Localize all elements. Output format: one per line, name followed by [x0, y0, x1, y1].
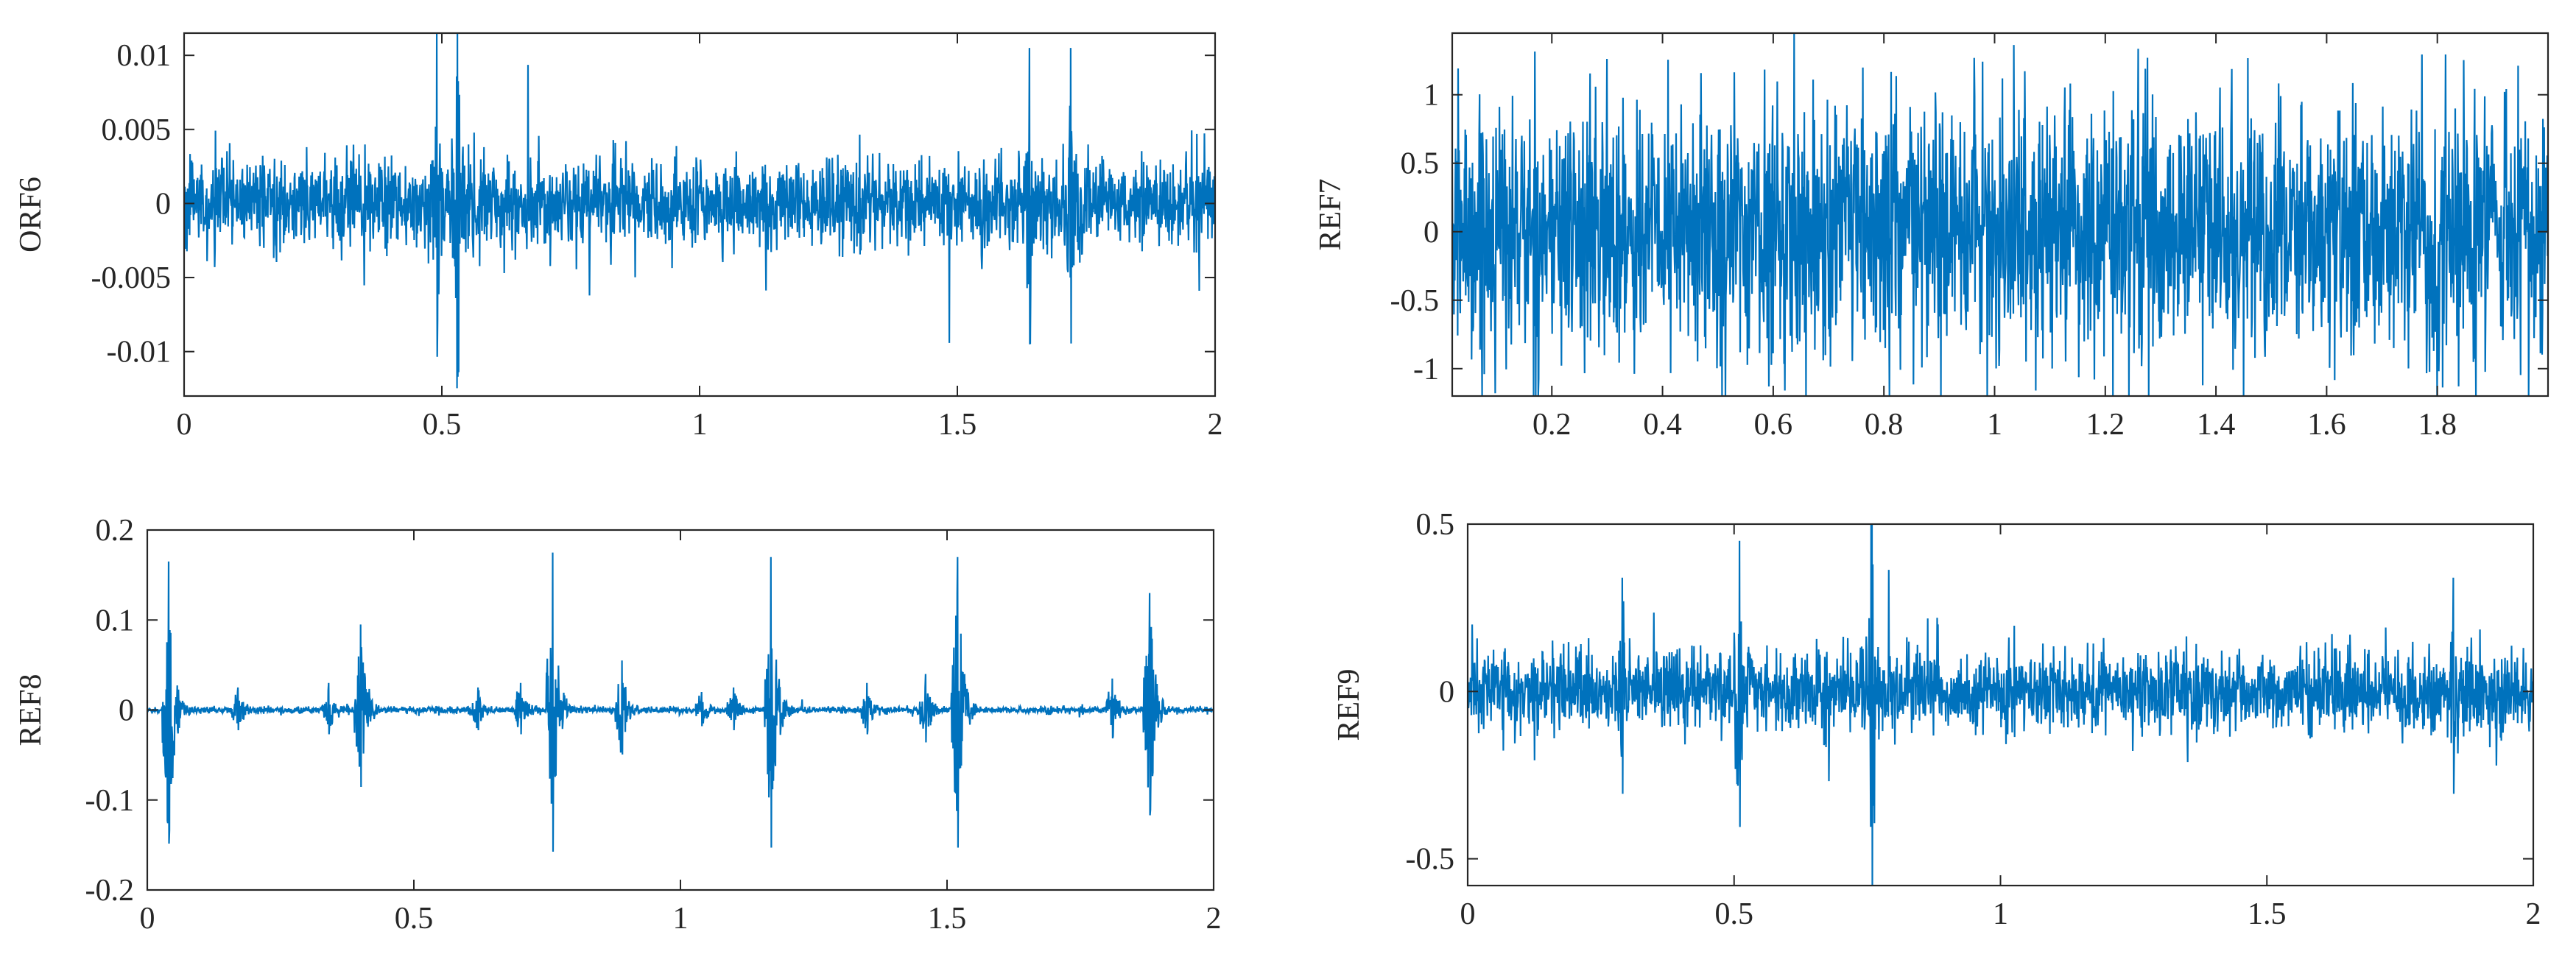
y-tick-label: -0.01 [107, 336, 172, 370]
x-tick-label: 1.5 [928, 902, 967, 936]
subplot-top-left: 0 0.5 1 1.5 2 -0.01 -0.005 0 0.005 0.01 ORF6 [14, 32, 1223, 442]
series-line-REF8 [147, 552, 1214, 852]
y-tick-label: -1 [1413, 353, 1439, 386]
y-tick-label: -0.5 [1406, 843, 1455, 877]
x-tick-label: 0.5 [423, 408, 462, 442]
y-tick-label: 0.2 [96, 514, 135, 548]
x-tick-label: 0 [1460, 897, 1476, 931]
axes-box [1451, 32, 2549, 398]
y-tick-label: 0.01 [117, 39, 172, 73]
x-tick-label: 0 [140, 902, 155, 936]
x-tick-label: 1 [1993, 897, 2008, 931]
x-tick-label: 1.2 [2086, 408, 2125, 442]
x-tick-label: 0.5 [1715, 897, 1754, 931]
x-tick-label: 2 [1206, 902, 1222, 936]
y-tick-label: 0 [155, 187, 171, 221]
x-tick-label: 0.5 [395, 902, 434, 936]
y-tick-label: 0 [119, 694, 134, 728]
subplot-bottom-left: 0 0.5 1 1.5 2 -0.2 -0.1 0 0.1 0.2 REF8 [14, 514, 1222, 936]
y-tick-label: -0.2 [85, 874, 135, 908]
y-tick-label: 0.5 [1416, 508, 1455, 542]
x-tick-label: 1.5 [2248, 897, 2287, 931]
series-line-REF7 [1452, 33, 2548, 396]
x-tick-label: 2 [2526, 897, 2541, 931]
y-tick-label: 0.005 [102, 113, 172, 147]
y-tick-label: 0.5 [1401, 147, 1440, 181]
x-tick-label: 0.2 [1532, 408, 1572, 442]
series-line-REF9 [1468, 524, 2533, 886]
y-axis-label: ORF6 [14, 177, 48, 252]
y-axis-label: REF7 [1314, 178, 1348, 250]
x-tick-label: 0.4 [1643, 408, 1682, 442]
x-tick-label: 1 [1987, 408, 2002, 442]
subplot-top-right: 0.2 0.4 0.6 0.8 1 1.2 1.4 1.6 1.8 -1 -0.5 0 0.5 1 REF7 [1314, 32, 2549, 442]
y-tick-label: 1 [1424, 79, 1439, 113]
y-tick-label: -0.1 [85, 784, 135, 818]
y-tick-label: 0.1 [96, 604, 135, 637]
y-axis-label: REF9 [1332, 668, 1366, 741]
x-tick-label: 0 [177, 408, 192, 442]
y-tick-label: 0 [1424, 216, 1439, 250]
y-tick-label: -0.5 [1390, 284, 1440, 318]
x-tick-label: 1.4 [2197, 408, 2236, 442]
panels: 0 0.5 1 1.5 2 -0.01 -0.005 0 0.005 0.01 ORF6 0.2 0.4… [14, 32, 2549, 936]
series-line-ORF6 [184, 33, 1215, 389]
x-tick-label: 1.8 [2418, 408, 2457, 442]
y-axis-label: REF8 [14, 674, 48, 746]
x-tick-label: 2 [1208, 408, 1223, 442]
x-tick-label: 0.8 [1865, 408, 1904, 442]
x-tick-label: 1 [692, 408, 708, 442]
y-tick-label: -0.005 [91, 261, 172, 295]
y-tick-label: 0 [1439, 675, 1454, 709]
x-tick-label: 1.5 [938, 408, 977, 442]
x-tick-label: 1.6 [2307, 408, 2346, 442]
x-tick-label: 1 [673, 902, 689, 936]
x-tick-label: 0.6 [1754, 408, 1793, 442]
